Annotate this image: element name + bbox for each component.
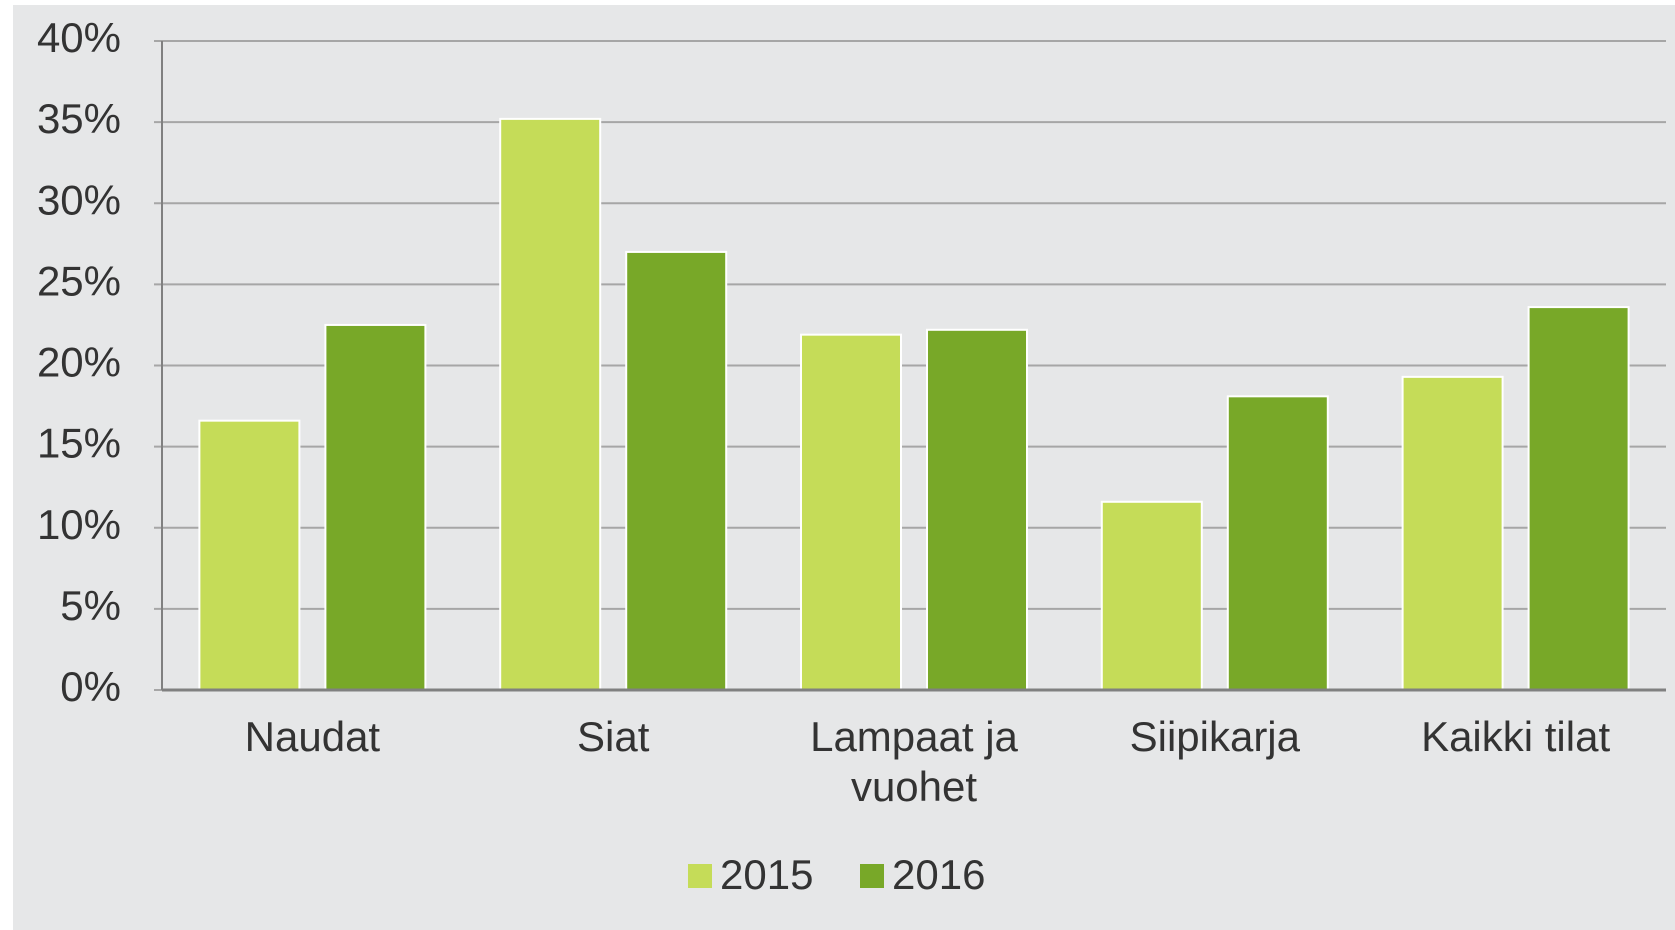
bar — [499, 117, 602, 691]
y-tick-label: 15% — [37, 420, 121, 467]
legend-label: 2016 — [892, 851, 985, 898]
y-tick-label: 10% — [37, 501, 121, 548]
bar — [1401, 375, 1504, 691]
x-tick-label: Lampaat ja vuohet — [810, 713, 1018, 810]
y-tick-label: 0% — [60, 663, 121, 710]
bar — [324, 323, 427, 691]
bar — [926, 328, 1028, 691]
y-tick-label: 35% — [37, 95, 121, 142]
y-tick-label: 5% — [60, 582, 121, 629]
bar — [625, 250, 728, 692]
x-tick-label: Kaikki tilat — [1421, 713, 1611, 760]
legend-swatch — [860, 864, 884, 888]
bar — [1226, 395, 1329, 691]
bar — [198, 419, 301, 691]
legend-label: 2015 — [720, 851, 813, 898]
bar — [1100, 500, 1203, 692]
legend-swatch — [688, 864, 712, 888]
y-tick-label: 20% — [37, 339, 121, 386]
y-tick-label: 30% — [37, 176, 121, 223]
bar — [1527, 306, 1630, 691]
y-tick-label: 25% — [37, 257, 121, 304]
bar — [800, 333, 902, 691]
y-tick-label: 40% — [37, 14, 121, 61]
x-tick-label: Siat — [577, 713, 650, 760]
x-tick-label: Naudat — [244, 713, 381, 760]
x-tick-label: Siipikarja — [1129, 713, 1300, 760]
